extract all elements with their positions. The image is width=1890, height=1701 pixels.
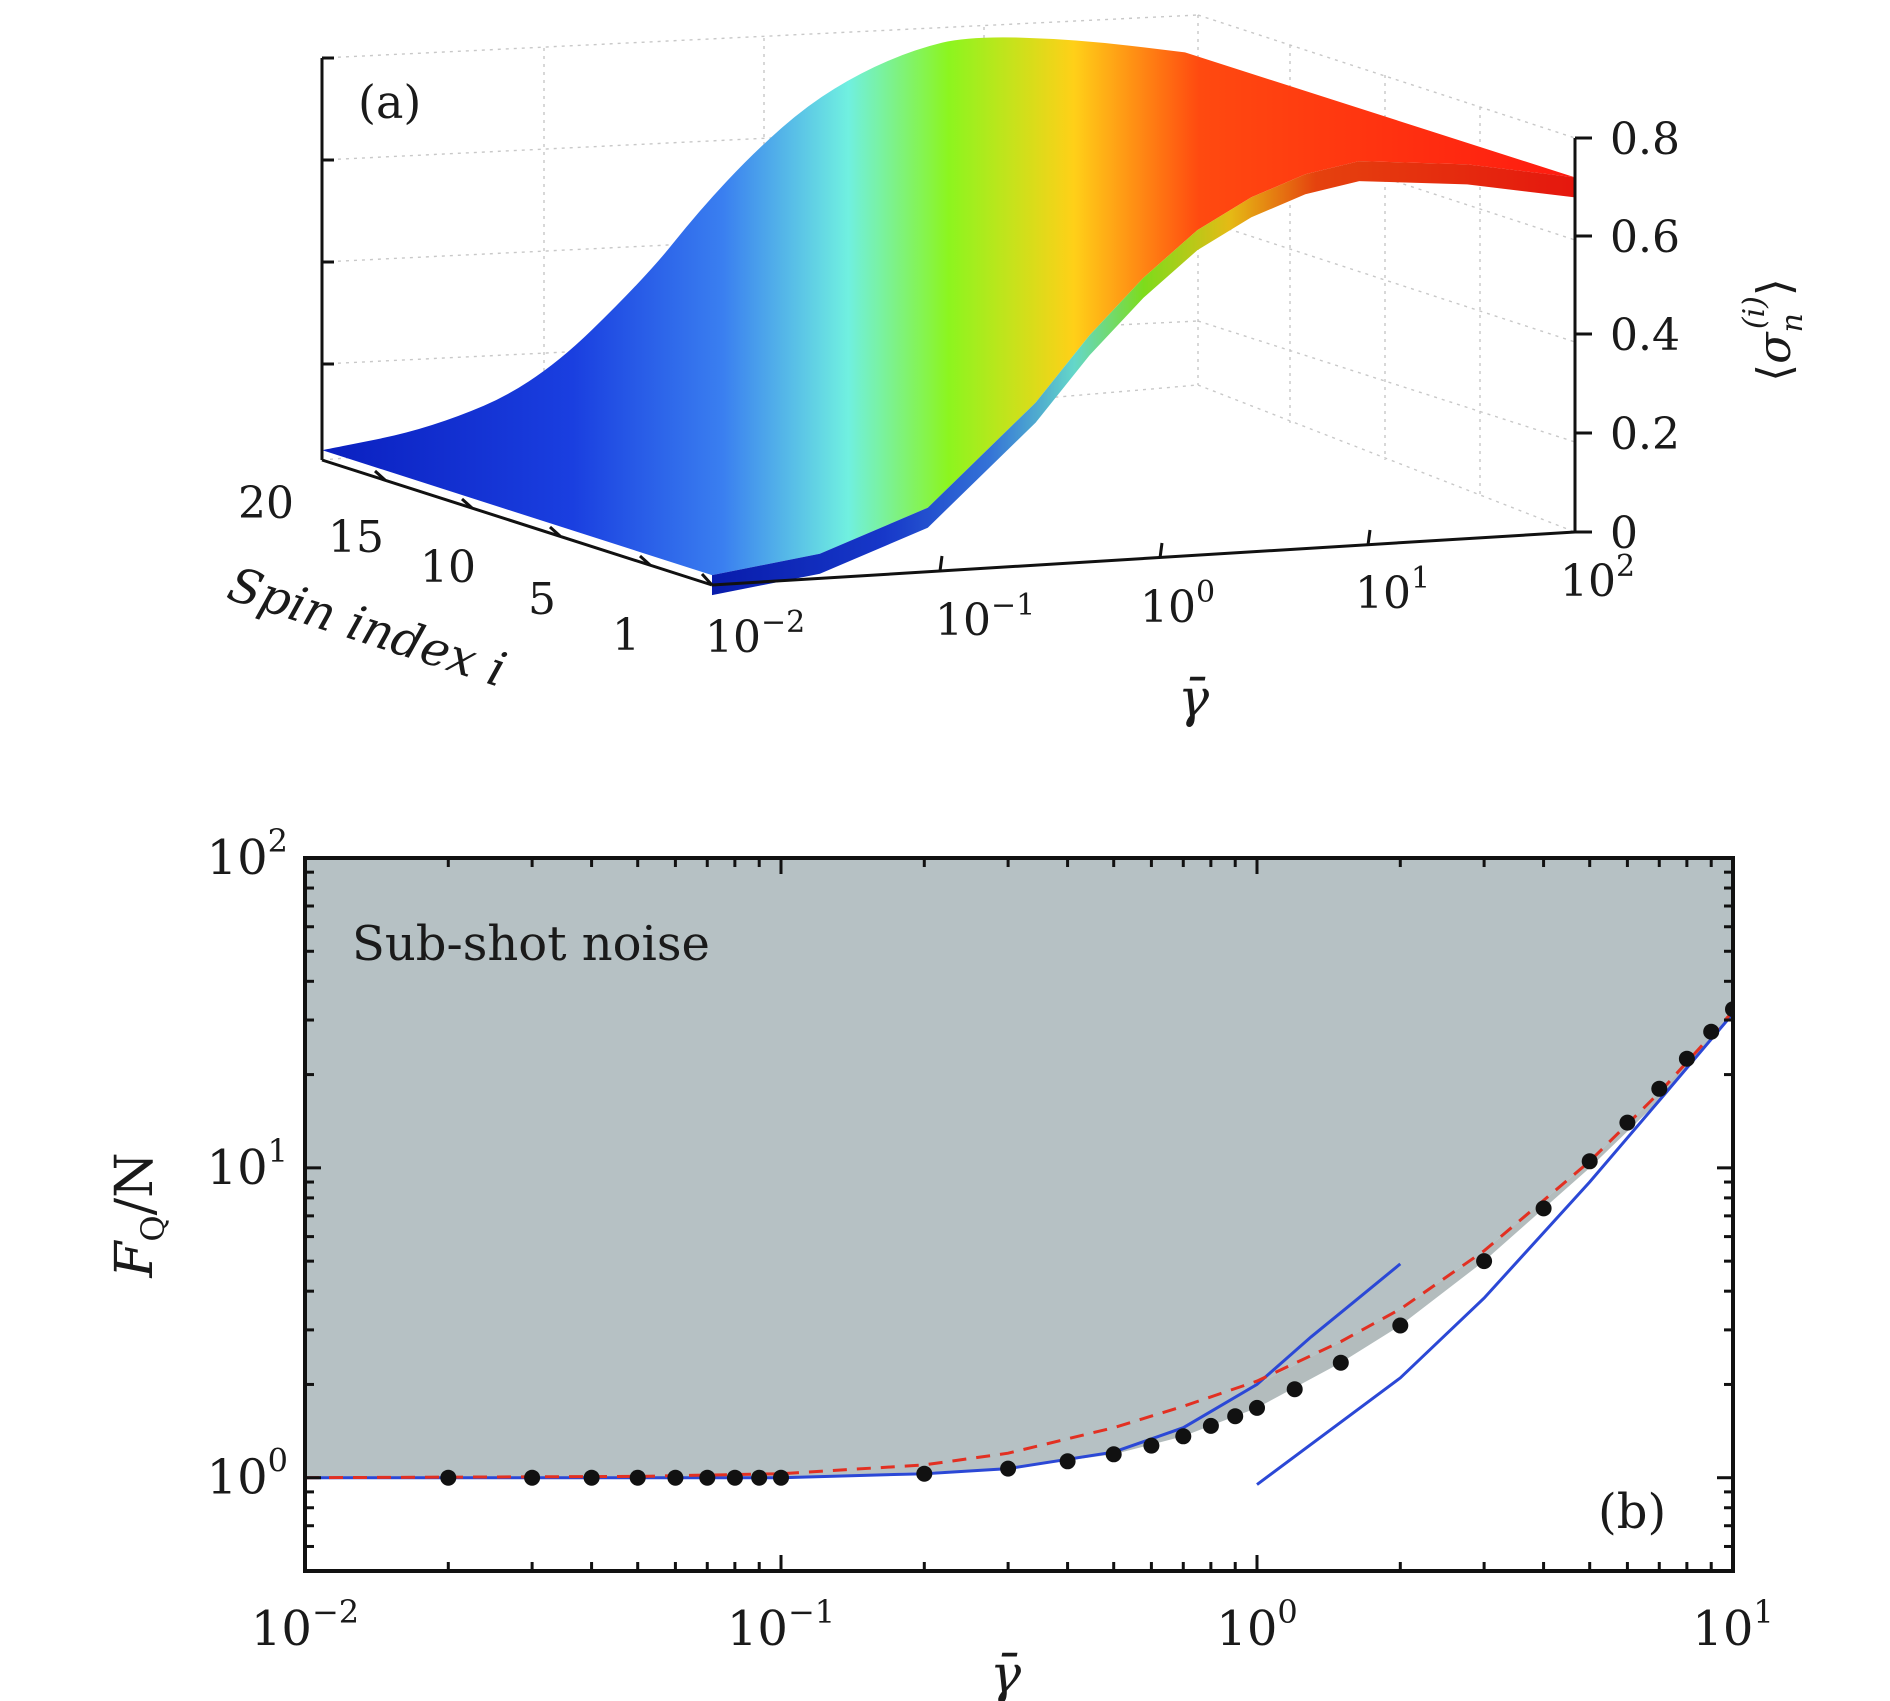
panel-a-label: (a) [358,75,421,129]
data-point [1581,1153,1598,1170]
numerical-points [440,1001,1733,1486]
gamma-tick-label: 100 [1140,575,1215,633]
panel-b: Sub-shot noise (b) 100 101 102 10−2 10−1… [105,822,1774,1701]
gamma-tick-label: 10−1 [935,588,1035,646]
data-point [1227,1408,1244,1425]
x-tick-label: 10−2 [251,1593,359,1657]
panel-b-ticks [303,856,1735,1573]
spin-tick-labels: 20 15 10 5 1 [238,478,640,661]
y-tick-label: 101 [207,1132,288,1196]
data-point [440,1469,457,1486]
data-point [667,1469,684,1486]
z-tick-label: 0.8 [1610,114,1680,165]
z-tick-label: 0 [1610,508,1638,559]
data-point [1175,1428,1192,1445]
spin-tick-label: 1 [612,610,640,661]
x-tick-label: 10−1 [727,1593,835,1657]
data-point [1143,1437,1160,1454]
gamma-axis-label-b: γ̄ [990,1645,1022,1701]
data-point [1105,1446,1122,1463]
sub-shot-noise-region [305,858,1733,1478]
data-point [1059,1453,1076,1470]
zlabel-sup: (i) [1737,296,1772,329]
y-axis-label-b: FQ/N [105,1152,172,1278]
data-point [1651,1080,1668,1097]
ylabel-sub: Q [134,1215,172,1241]
data-point [1476,1253,1493,1270]
data-point [1535,1200,1552,1217]
z-axis-label: ⟨σn(i)⟩ [1737,278,1810,382]
spin-tick-label: 20 [238,478,294,529]
region-label: Sub-shot noise [352,916,710,972]
data-point [699,1469,716,1486]
x-tick-label: 100 [1216,1593,1297,1657]
data-point [1000,1460,1017,1477]
data-point [1619,1114,1636,1131]
data-point [1332,1354,1349,1371]
svg-text:⟨σn(i)⟩: ⟨σn(i)⟩ [1737,278,1810,382]
panel-a: (a) 0.8 0.6 0.4 0.2 0 ⟨σn(i)⟩ 20 15 10 5… [221,14,1810,729]
zlabel-open: ⟨ [1747,364,1801,382]
x-tick-labels-b: 10−2 10−1 100 101 [251,1593,1774,1657]
spin-tick-label: 10 [420,542,476,593]
data-point [1392,1317,1409,1334]
gamma-tick-label: 102 [1560,549,1635,607]
x-axis-gamma [711,530,1576,587]
svg-text:FQ/N: FQ/N [105,1152,172,1278]
z-tick-labels: 0.8 0.6 0.4 0.2 0 [1610,114,1680,559]
gamma-axis-label-a: γ̄ [1178,669,1210,729]
data-point [524,1469,541,1486]
data-point [751,1469,768,1486]
y-tick-label: 102 [207,822,288,886]
blue-large-gamma-curve [1256,1012,1733,1486]
panel-b-label: (b) [1598,1484,1666,1540]
zlabel-base: σ [1747,331,1801,364]
data-point [1202,1417,1219,1434]
gamma-tick-label: 10−2 [705,605,805,663]
panel-a-ticks [322,56,1592,587]
gamma-tick-labels-a: 10−2 10−1 100 101 102 [705,549,1635,663]
data-point [773,1469,789,1486]
gamma-tick-label: 101 [1355,561,1430,619]
data-point [583,1469,600,1486]
ylabel-rest: /N [105,1152,165,1215]
x-tick-label: 101 [1692,1593,1773,1657]
y-tick-label: 100 [207,1442,288,1506]
data-point [1703,1023,1720,1040]
data-point [916,1465,933,1482]
data-point [1678,1050,1695,1067]
y-tick-labels-b: 100 101 102 [207,822,288,1506]
zlabel-close: ⟩ [1747,278,1801,296]
surface-top-edge [322,37,1575,576]
data-point [1249,1399,1265,1416]
spin-tick-label: 15 [328,512,384,563]
z-tick-label: 0.4 [1610,310,1680,361]
data-point [629,1469,646,1486]
z-tick-label: 0.6 [1610,212,1680,263]
zlabel-sub: n [1775,313,1810,332]
ylabel-F: F [105,1240,165,1279]
spin-tick-label: 5 [528,574,556,625]
z-tick-label: 0.2 [1610,409,1680,460]
data-point [1286,1381,1303,1398]
data-point [726,1469,743,1486]
red-dashed-curve [305,1010,1733,1480]
